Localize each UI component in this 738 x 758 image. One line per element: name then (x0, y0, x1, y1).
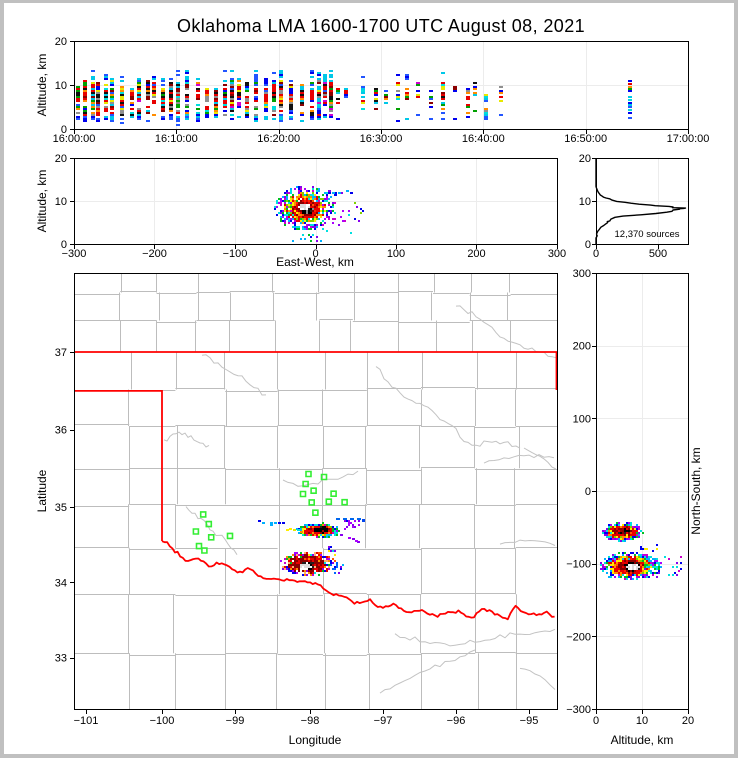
svg-text:0: 0 (593, 248, 599, 260)
svg-text:−96: −96 (447, 715, 466, 727)
svg-text:16:50:00: 16:50:00 (564, 133, 607, 145)
svg-text:0: 0 (585, 486, 591, 498)
svg-text:−200: −200 (142, 248, 167, 260)
svg-text:34: 34 (55, 577, 67, 589)
svg-text:North-South, km: North-South, km (689, 447, 703, 534)
svg-text:200: 200 (467, 248, 485, 260)
svg-text:300: 300 (548, 248, 566, 260)
svg-text:−100: −100 (566, 559, 591, 571)
svg-text:16:30:00: 16:30:00 (360, 133, 403, 145)
svg-text:37: 37 (55, 347, 67, 359)
svg-text:−101: −101 (74, 715, 99, 727)
svg-text:35: 35 (55, 502, 67, 514)
svg-text:−98: −98 (301, 715, 320, 727)
svg-text:0: 0 (61, 124, 67, 136)
svg-text:Oklahoma LMA 1600-1700 UTC Aug: Oklahoma LMA 1600-1700 UTC August 08, 20… (177, 16, 585, 36)
svg-text:12,370 sources: 12,370 sources (615, 229, 680, 240)
svg-text:17:00:00: 17:00:00 (667, 133, 710, 145)
svg-text:−300: −300 (566, 704, 591, 716)
svg-text:Latitude: Latitude (35, 469, 49, 512)
svg-text:100: 100 (573, 413, 591, 425)
svg-text:10: 10 (579, 196, 591, 208)
svg-text:−300: −300 (62, 248, 87, 260)
svg-text:East-West, km: East-West, km (276, 255, 354, 269)
svg-text:10: 10 (636, 715, 648, 727)
svg-text:0: 0 (585, 239, 591, 251)
svg-text:−95: −95 (520, 715, 539, 727)
svg-text:10: 10 (55, 196, 67, 208)
svg-text:20: 20 (55, 36, 67, 48)
svg-text:16:00:00: 16:00:00 (53, 133, 96, 145)
svg-text:0: 0 (593, 715, 599, 727)
svg-text:Altitude, km: Altitude, km (35, 170, 49, 233)
svg-text:−99: −99 (226, 715, 245, 727)
svg-text:Altitude, km: Altitude, km (611, 733, 674, 747)
svg-text:36: 36 (55, 425, 67, 437)
svg-text:−100: −100 (150, 715, 175, 727)
svg-text:20: 20 (682, 715, 694, 727)
svg-text:−100: −100 (223, 248, 248, 260)
svg-text:10: 10 (55, 80, 67, 92)
svg-text:200: 200 (573, 341, 591, 353)
svg-text:Altitude, km: Altitude, km (35, 54, 49, 117)
svg-text:20: 20 (579, 153, 591, 165)
svg-text:33: 33 (55, 653, 67, 665)
svg-text:0: 0 (312, 248, 318, 260)
svg-text:−97: −97 (374, 715, 393, 727)
svg-text:16:20:00: 16:20:00 (257, 133, 300, 145)
svg-text:0: 0 (61, 239, 67, 251)
svg-text:500: 500 (649, 248, 667, 260)
svg-text:16:40:00: 16:40:00 (462, 133, 505, 145)
svg-text:20: 20 (55, 153, 67, 165)
svg-text:100: 100 (387, 248, 405, 260)
svg-text:Longitude: Longitude (289, 733, 342, 747)
svg-text:300: 300 (573, 268, 591, 280)
svg-text:16:10:00: 16:10:00 (155, 133, 198, 145)
svg-text:−200: −200 (566, 631, 591, 643)
